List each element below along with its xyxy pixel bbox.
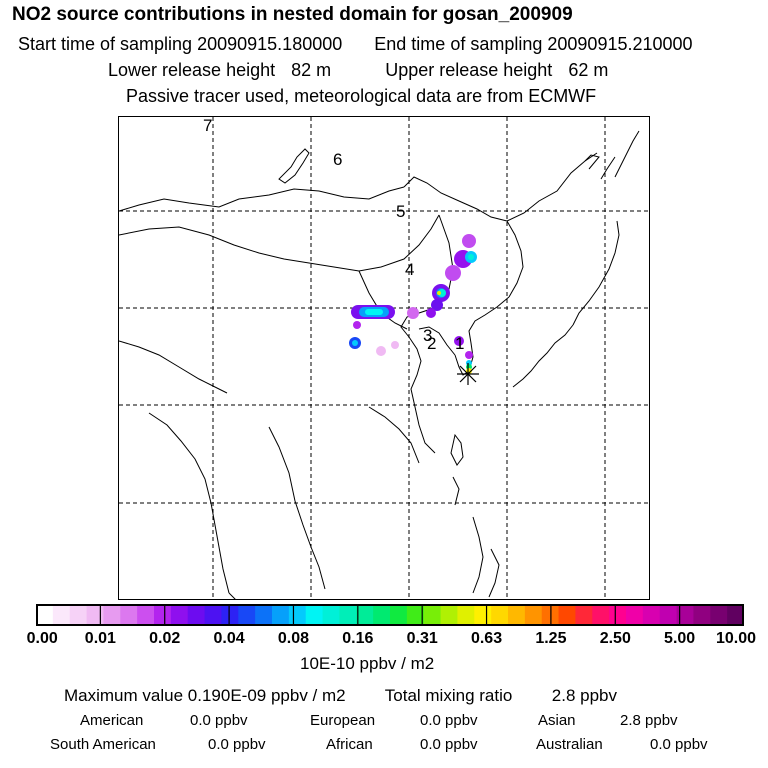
colorbar-swatch [642,604,661,626]
colorbar-swatch [626,604,644,626]
colorbar-tick-label: 0.16 [342,630,374,647]
tracer-note: Passive tracer used, meteorological data… [126,86,597,106]
max-value-label: Maximum value [64,686,184,705]
release-height-line: Lower release height 82 m Upper release … [108,60,608,81]
colorbar-swatch [659,604,678,626]
colorbar-border [36,604,744,626]
colorbar-swatch [120,604,138,626]
colorbar-tick-label: 10.00 [715,630,757,647]
region-european-value: 0.0 ppbv [420,712,478,729]
colorbar-tick-label: 0.04 [213,630,245,647]
region-south-american-label: South American [50,736,156,753]
colorbar-swatch [339,604,357,626]
colorbar-swatch [238,604,256,626]
track-labels: 1 2 3 4 5 6 7 [203,117,464,353]
colorbar-swatch [558,604,576,626]
track-label-4: 4 [405,260,414,279]
colorbar-swatch [305,604,324,626]
max-value: 0.190E-09 ppbv / m2 [187,686,346,705]
colorbar-swatch [491,604,509,626]
colorbar-swatch [676,604,694,626]
map-title: NO2 source contributions in nested domai… [12,4,573,25]
colorbar-swatch [272,604,290,626]
colorbar [36,604,744,626]
colorbar-swatch [288,604,307,626]
start-time-label: Start time of sampling [18,34,193,54]
lower-height-label: Lower release height [108,60,276,80]
region-asian-value: 2.8 ppbv [620,712,678,729]
upper-height-label: Upper release height [385,60,553,80]
colorbar-swatch [154,604,172,626]
colorbar-swatch [390,604,408,626]
total-mixing-value: 2.8 ppbv [551,686,618,705]
colorbar-swatch [406,604,425,626]
colorbar-swatch [609,604,627,626]
colorbar-swatch [221,604,239,626]
track-label-5: 5 [396,202,405,221]
colorbar-swatch [255,604,273,626]
colorbar-tick-label: 0.31 [406,630,438,647]
colorbar-swatch [592,604,610,626]
colorbar-tick-label: 1.25 [535,630,567,647]
colorbar-swatch [204,604,222,626]
colorbar-swatch [170,604,189,626]
track-label-7: 7 [203,117,212,135]
colorbar-swatch [322,604,340,626]
summary-line: Maximum value 0.190E-09 ppbv / m2 Total … [64,686,617,706]
map-canvas: 1 2 3 4 5 6 7 [119,117,649,599]
colorbar-swatch [457,604,475,626]
colorbar-swatch [710,604,728,626]
colorbar-swatch [86,604,104,626]
colorbar-unit: 10E-10 ppbv / m2 [300,654,435,673]
region-african-label: African [326,736,373,753]
graticule [119,117,649,599]
colorbar-swatch [356,604,374,626]
region-australian-value: 0.0 ppbv [650,736,708,753]
colorbar-swatch [373,604,391,626]
coastlines-borders [119,130,640,599]
track-label-3: 3 [423,326,432,345]
concentration-plume [349,234,477,374]
colorbar-swatch [103,604,121,626]
colorbar-swatch [524,604,543,626]
colorbar-tick-label: 0.01 [84,630,116,647]
track-label-1: 1 [455,334,464,353]
sampling-time-line: Start time of sampling 20090915.180000 E… [18,34,693,55]
colorbar-swatch [36,604,54,626]
region-south-american-value: 0.0 ppbv [208,736,266,753]
region-asian-label: Asian [538,712,576,729]
colorbar-swatch [693,604,711,626]
colorbar-swatch [69,604,88,626]
region-european-label: European [310,712,376,729]
end-time-value: 20090915.210000 [547,34,693,54]
region-american-label: American [80,712,144,729]
lower-height-value: 82 m [291,60,332,80]
total-mixing-label: Total mixing ratio [384,686,513,705]
colorbar-tick-label: 0.00 [26,630,58,647]
colorbar-swatch [508,604,526,626]
colorbar-tick-label: 2.50 [599,630,631,647]
region-australian-label: Australian [536,736,603,753]
colorbar-swatch [575,604,593,626]
colorbar-swatch [727,604,744,626]
asterisk-star-icon [457,363,479,385]
colorbar-tick-label: 5.00 [664,630,696,647]
colorbar-swatch [440,604,458,626]
colorbar-tick-label: 0.63 [470,630,503,647]
colorbar-swatch [423,604,442,626]
colorbar-tick-label: 0.08 [277,630,310,647]
colorbar-swatch [187,604,206,626]
colorbar-tick-label: 0.02 [149,630,181,647]
colorbar-swatch [474,604,492,626]
track-label-2: 2 [427,334,436,353]
colorbar-swatch [52,604,71,626]
region-african-value: 0.0 ppbv [420,736,478,753]
region-american-value: 0.0 ppbv [190,712,248,729]
start-time-value: 20090915.180000 [197,34,343,54]
upper-height-value: 62 m [568,60,609,80]
map-panel: 1 2 3 4 5 6 7 [118,116,650,600]
end-time-label: End time of sampling [374,34,543,54]
track-label-6: 6 [333,150,342,169]
colorbar-swatch [137,604,155,626]
